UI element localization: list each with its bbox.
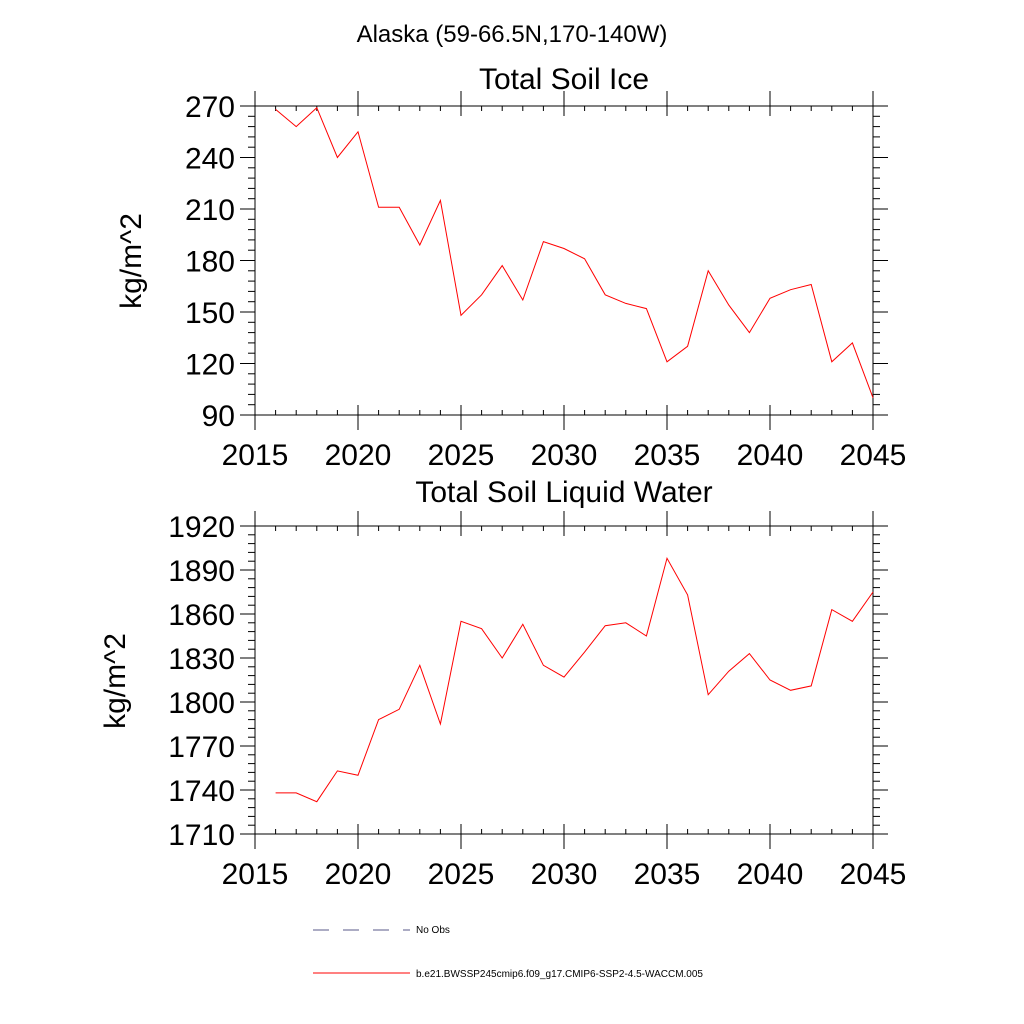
- soil-ice-ytick-label: 240: [185, 143, 235, 176]
- soil-ice-ytick-label: 120: [185, 349, 235, 382]
- soil-ice-title: Total Soil Ice: [479, 63, 649, 96]
- soil-liquid-water-ylabel: kg/m^2: [99, 633, 132, 729]
- soil-liquid-water-series-line-0: [275, 556, 874, 803]
- soil-ice-ytick-label: 180: [185, 246, 235, 279]
- soil-ice-xtick-label: 2015: [222, 439, 289, 472]
- legend-obs-label: No Obs: [416, 925, 450, 936]
- soil-ice-frame: [254, 105, 874, 416]
- soil-liquid-water-ytick-label: 1740: [168, 775, 235, 808]
- soil-ice-xtick-label: 2025: [428, 439, 495, 472]
- soil-liquid-water-ytick-label: 1770: [168, 731, 235, 764]
- soil-liquid-water-ytick-label: 1830: [168, 643, 235, 676]
- soil-ice-xtick-label: 2020: [325, 439, 392, 472]
- panel-soil-ice: 2015 2020 2025 2030 2035 2040 2045 90 120 150 180 2…: [115, 63, 906, 472]
- soil-liquid-water-xtick-label: 2045: [840, 858, 907, 891]
- soil-liquid-water-plot-area: 2015 2020 2025 2030 2035 2040 2045 1710 1740 1770…: [168, 511, 906, 891]
- soil-liquid-water-ytick-label: 1890: [168, 555, 235, 588]
- soil-ice-xtick-label: 2030: [531, 439, 598, 472]
- figure-title: Alaska (59-66.5N,170-140W): [357, 21, 668, 48]
- soil-ice-ytick-label: 90: [202, 400, 235, 433]
- soil-ice-xtick-label: 2035: [634, 439, 701, 472]
- soil-liquid-water-ytick-label: 1800: [168, 687, 235, 720]
- soil-liquid-water-xtick-label: 2030: [531, 858, 598, 891]
- soil-ice-plot-area: 2015 2020 2025 2030 2035 2040 2045 90 120 150 180 2…: [185, 91, 906, 472]
- soil-ice-series-line-0: [275, 106, 874, 398]
- soil-liquid-water-ytick-label: 1920: [168, 511, 235, 544]
- soil-ice-ylabel: kg/m^2: [115, 213, 148, 309]
- soil-liquid-water-ytick-label: 1710: [168, 819, 235, 852]
- soil-liquid-water-xtick-label: 2040: [737, 858, 804, 891]
- legend-model-label: b.e21.BWSSP245cmip6.f09_g17.CMIP6-SSP2-4…: [416, 969, 703, 980]
- soil-liquid-water-xtick-label: 2020: [325, 858, 392, 891]
- soil-liquid-water-title: Total Soil Liquid Water: [415, 476, 712, 509]
- soil-liquid-water-ytick-label: 1860: [168, 599, 235, 632]
- soil-liquid-water-xtick-label: 2015: [222, 858, 289, 891]
- soil-ice-ytick-label: 270: [185, 91, 235, 124]
- soil-liquid-water-xtick-label: 2025: [428, 858, 495, 891]
- panel-soil-liquid-water: 2015 2020 2025 2030 2035 2040 2045 1710 1740 1770…: [99, 476, 906, 891]
- soil-liquid-water-frame: [254, 525, 874, 835]
- soil-ice-xtick-label: 2045: [840, 439, 907, 472]
- soil-ice-xtick-label: 2040: [737, 439, 804, 472]
- legend: No Obs b.e21.BWSSP245cmip6.f09_g17.CMIP6…: [313, 925, 703, 980]
- soil-liquid-water-xtick-label: 2035: [634, 858, 701, 891]
- soil-ice-ytick-label: 210: [185, 194, 235, 227]
- soil-ice-ytick-label: 150: [185, 297, 235, 330]
